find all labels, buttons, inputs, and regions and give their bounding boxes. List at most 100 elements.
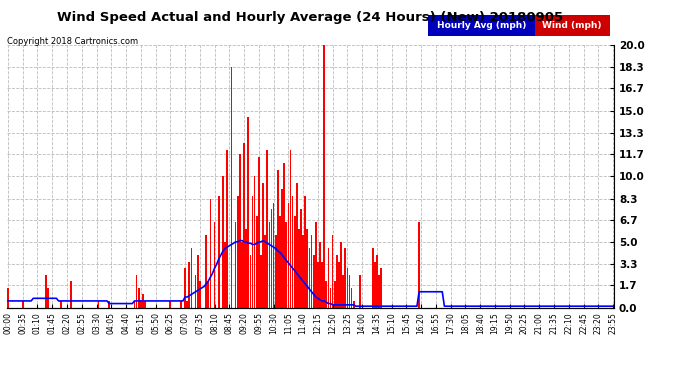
- Bar: [60, 301, 61, 307]
- Bar: [224, 242, 226, 308]
- Bar: [190, 249, 193, 308]
- Bar: [372, 249, 373, 308]
- Bar: [286, 222, 287, 308]
- Bar: [324, 45, 325, 308]
- Bar: [7, 288, 9, 308]
- Bar: [45, 274, 47, 308]
- Bar: [256, 216, 257, 308]
- Bar: [252, 196, 253, 308]
- Text: Wind Speed Actual and Hourly Average (24 Hours) (New) 20180905: Wind Speed Actual and Hourly Average (24…: [57, 11, 564, 24]
- Bar: [326, 281, 327, 308]
- Text: Wind (mph): Wind (mph): [542, 21, 602, 30]
- Bar: [180, 301, 181, 307]
- Bar: [254, 176, 255, 308]
- Bar: [241, 242, 243, 308]
- Bar: [98, 301, 99, 307]
- Bar: [266, 150, 268, 308]
- Bar: [351, 288, 353, 308]
- Bar: [235, 222, 237, 308]
- Bar: [144, 301, 146, 307]
- Bar: [317, 262, 319, 308]
- Bar: [244, 144, 245, 308]
- Bar: [296, 183, 297, 308]
- Bar: [279, 216, 281, 308]
- Bar: [260, 255, 262, 308]
- Bar: [197, 255, 199, 308]
- Bar: [136, 274, 137, 308]
- Bar: [70, 281, 72, 308]
- Text: Copyright 2018 Cartronics.com: Copyright 2018 Cartronics.com: [7, 38, 138, 46]
- Bar: [300, 209, 302, 308]
- Bar: [22, 301, 23, 307]
- Bar: [306, 229, 308, 308]
- Bar: [138, 288, 139, 308]
- Bar: [230, 68, 233, 308]
- Bar: [294, 216, 295, 308]
- Bar: [298, 229, 299, 308]
- Text: Hourly Avg (mph): Hourly Avg (mph): [437, 21, 526, 30]
- Bar: [336, 255, 337, 308]
- Bar: [346, 268, 348, 308]
- Bar: [418, 222, 420, 308]
- Bar: [273, 202, 275, 308]
- Bar: [108, 301, 110, 307]
- Bar: [186, 301, 188, 307]
- Bar: [140, 301, 141, 307]
- Bar: [288, 202, 289, 308]
- Bar: [188, 262, 190, 308]
- Bar: [304, 196, 306, 308]
- Bar: [328, 249, 329, 308]
- Bar: [268, 222, 270, 308]
- Bar: [338, 262, 339, 308]
- Bar: [332, 236, 333, 308]
- Bar: [226, 150, 228, 308]
- Bar: [142, 294, 144, 307]
- Bar: [264, 236, 266, 308]
- Bar: [250, 255, 251, 308]
- Bar: [292, 196, 293, 308]
- Bar: [47, 288, 49, 308]
- Bar: [344, 249, 346, 308]
- Bar: [214, 222, 215, 308]
- Bar: [380, 268, 382, 308]
- Bar: [210, 199, 211, 308]
- Bar: [275, 236, 277, 308]
- Bar: [170, 301, 171, 307]
- Bar: [319, 242, 321, 308]
- Bar: [199, 281, 201, 308]
- Bar: [376, 255, 377, 308]
- Bar: [282, 189, 283, 308]
- Bar: [313, 255, 315, 308]
- Bar: [134, 301, 135, 307]
- Bar: [218, 196, 219, 308]
- Bar: [342, 274, 344, 308]
- Bar: [310, 236, 313, 308]
- Bar: [270, 209, 273, 308]
- Bar: [258, 157, 259, 308]
- Bar: [334, 281, 335, 308]
- Bar: [239, 154, 241, 308]
- Bar: [246, 229, 247, 308]
- Bar: [330, 288, 331, 308]
- Bar: [315, 222, 317, 308]
- Bar: [290, 150, 291, 308]
- Bar: [184, 268, 186, 308]
- Bar: [262, 183, 264, 308]
- Bar: [222, 176, 224, 308]
- Bar: [340, 242, 342, 308]
- Bar: [322, 262, 323, 308]
- Bar: [308, 249, 310, 308]
- Bar: [353, 301, 355, 307]
- Bar: [378, 274, 380, 308]
- Bar: [348, 274, 351, 308]
- Bar: [195, 274, 197, 308]
- Bar: [277, 170, 279, 308]
- Bar: [248, 117, 249, 308]
- Bar: [208, 281, 209, 308]
- Bar: [374, 262, 375, 308]
- Bar: [359, 274, 361, 308]
- Bar: [206, 236, 207, 308]
- Bar: [237, 196, 239, 308]
- Bar: [302, 236, 304, 308]
- Bar: [284, 163, 285, 308]
